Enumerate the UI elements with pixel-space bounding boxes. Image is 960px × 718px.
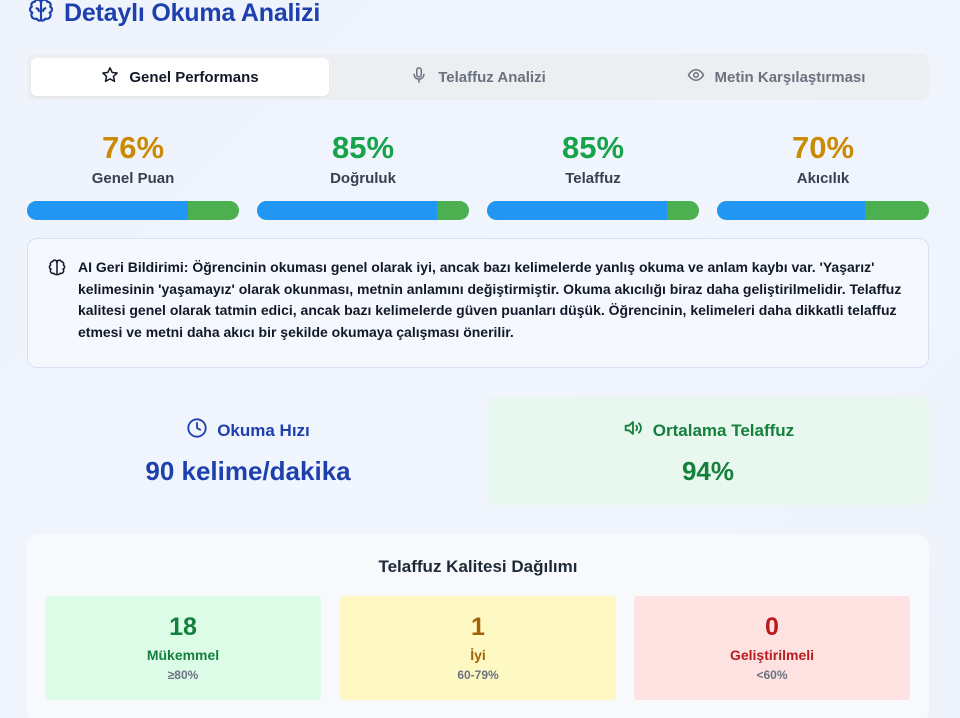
metric-label: Akıcılık: [796, 170, 850, 187]
average-pronunciation-title: Ortalama Telaffuz: [652, 420, 795, 440]
tab-label: Metin Karşılaştırması: [714, 68, 866, 86]
progress-bar-overall: [27, 201, 239, 220]
average-pronunciation-card: Ortalama Telaffuz 94%: [487, 397, 929, 505]
distribution-range: 60-79%: [457, 668, 499, 682]
analysis-tabs: Genel Performans Telaffuz Analizi Metin …: [27, 54, 929, 100]
metric-label: Telaffuz: [565, 170, 621, 187]
distribution-count: 18: [169, 613, 197, 641]
brain-icon: [28, 0, 54, 29]
distribution-card-needs-improvement: 0 Geliştirilmeli <60%: [634, 596, 910, 700]
metric-pronunciation: 85% Telaffuz: [487, 128, 699, 187]
progress-bar-accuracy: [257, 201, 469, 220]
metric-value: 85%: [561, 130, 625, 165]
progress-bar-fluency: [717, 201, 929, 220]
eye-icon: [687, 66, 705, 88]
reading-speed-value: 90 kelime/dakika: [145, 456, 351, 486]
metric-value: 85%: [331, 130, 395, 165]
distribution-card-excellent: 18 Mükemmel ≥80%: [45, 596, 321, 700]
page-header: Detaylı Okuma Analizi: [28, 0, 320, 29]
distribution-range: <60%: [756, 668, 788, 682]
tab-label: Telaffuz Analizi: [438, 68, 546, 86]
tab-label: Genel Performans: [129, 68, 259, 86]
distribution-title: Telaffuz Kalitesi Dağılımı: [378, 557, 578, 576]
progress-bar-fill: [717, 201, 866, 220]
distribution-label: İyi: [470, 647, 486, 663]
distribution-label: Geliştirilmeli: [729, 647, 815, 663]
reading-speed-title: Okuma Hızı: [217, 420, 310, 440]
metric-value: 76%: [101, 130, 165, 165]
distribution-range: ≥80%: [167, 668, 199, 682]
metric-fluency: 70% Akıcılık: [717, 128, 929, 187]
distribution-count: 1: [471, 613, 485, 641]
progress-bar-pronunciation: [487, 201, 699, 220]
tab-text-comparison[interactable]: Metin Karşılaştırması: [627, 58, 925, 96]
tab-general-performance[interactable]: Genel Performans: [31, 58, 329, 96]
metric-overall-score: 76% Genel Puan: [27, 128, 239, 187]
metric-label: Doğruluk: [330, 170, 396, 187]
speaker-icon: [622, 417, 644, 444]
star-icon: [101, 66, 119, 88]
progress-bar-fill: [257, 201, 438, 220]
clock-icon: [186, 417, 208, 444]
ai-feedback-text: AI Geri Bildirimi: Öğrencinin okuması ge…: [78, 259, 902, 340]
metric-accuracy: 85% Doğruluk: [257, 128, 469, 187]
average-pronunciation-value: 94%: [681, 456, 735, 486]
ai-feedback-box: AI Geri Bildirimi: Öğrencinin okuması ge…: [27, 238, 929, 368]
reading-speed-card: Okuma Hızı 90 kelime/dakika: [27, 397, 469, 505]
metric-label: Genel Puan: [91, 170, 175, 187]
page-title: Detaylı Okuma Analizi: [64, 0, 321, 27]
distribution-card-good: 1 İyi 60-79%: [340, 596, 616, 700]
microphone-icon: [410, 66, 428, 88]
distribution-label: Mükemmel: [146, 647, 220, 663]
distribution-count: 0: [765, 613, 779, 641]
metric-value: 70%: [791, 130, 855, 165]
tab-pronunciation-analysis[interactable]: Telaffuz Analizi: [329, 58, 627, 96]
progress-bar-fill: [487, 201, 668, 220]
progress-bar-fill: [27, 201, 189, 220]
pronunciation-quality-distribution: Telaffuz Kalitesi Dağılımı 18 Mükemmel ≥…: [27, 534, 929, 718]
